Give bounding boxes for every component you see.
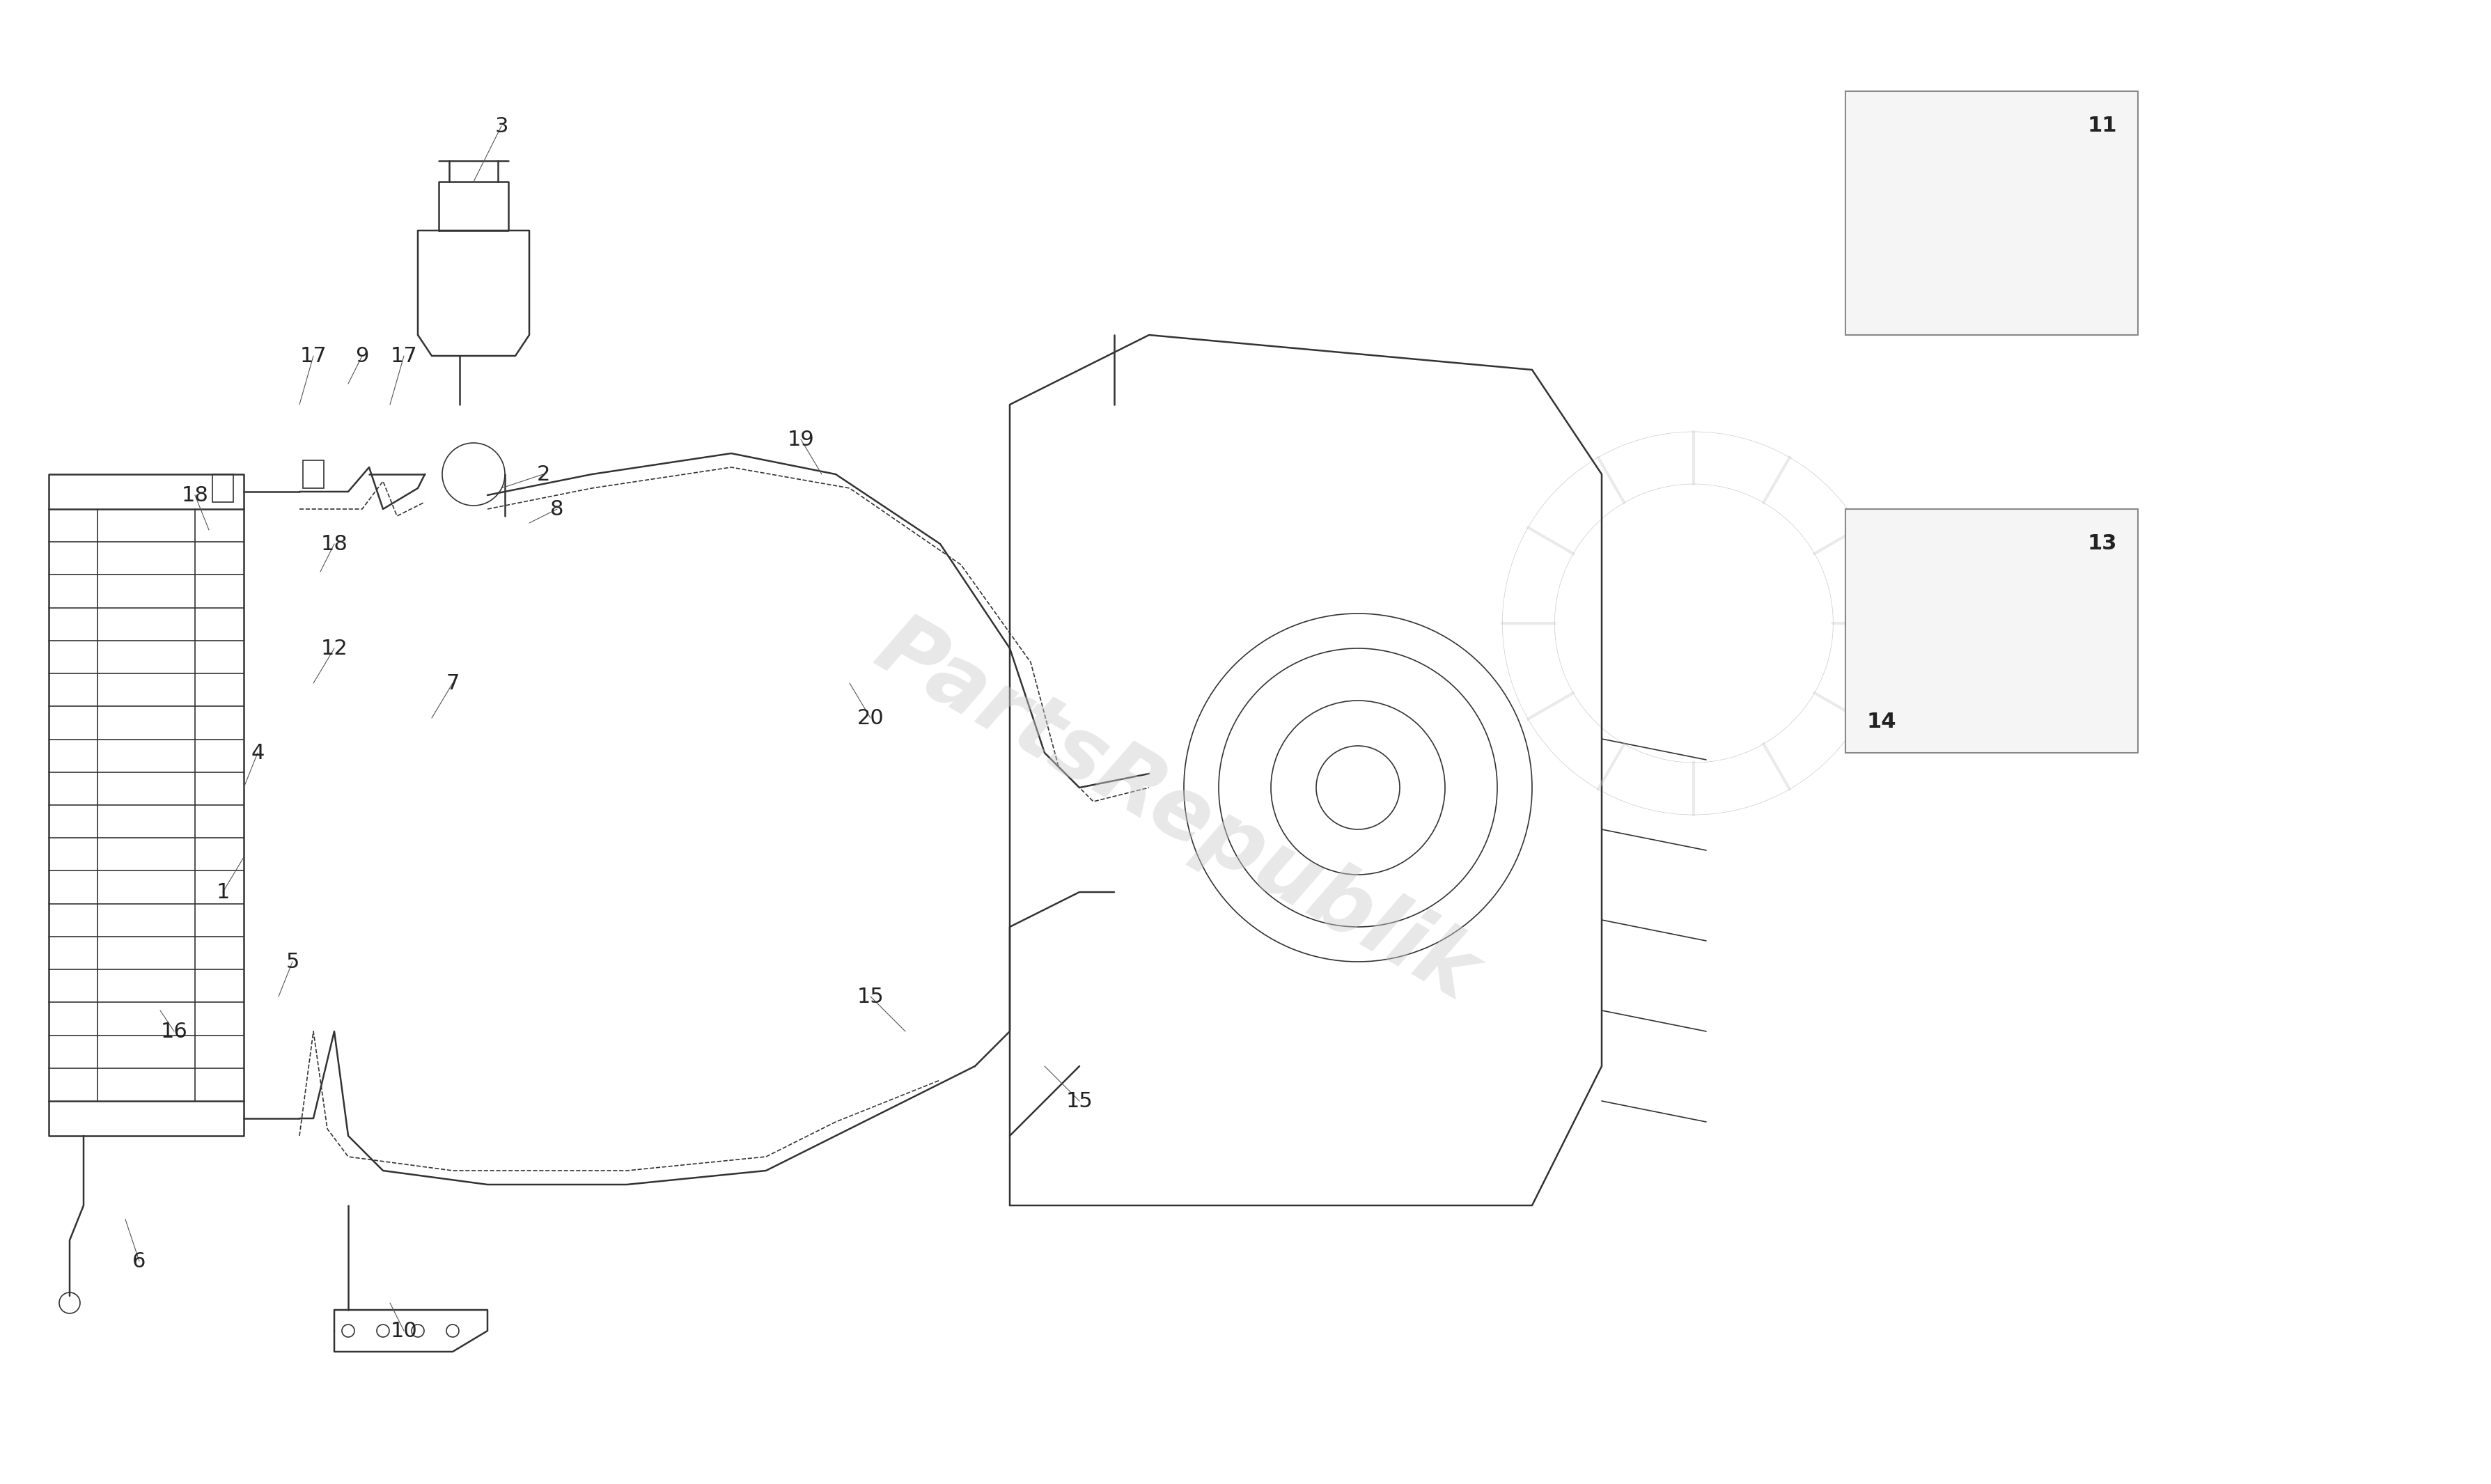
Text: 19: 19 [787,429,815,450]
Text: 1: 1 [217,881,229,902]
Text: 2: 2 [536,464,551,484]
Text: 20: 20 [857,708,884,729]
Text: 13: 13 [2087,533,2117,554]
Text: 14: 14 [1866,712,1896,732]
Text: 5: 5 [286,951,299,972]
Text: 17: 17 [391,346,418,367]
Text: 8: 8 [551,499,563,519]
Text: 9: 9 [356,346,369,367]
Bar [304,460,324,488]
Text: 16: 16 [159,1021,187,1042]
Text: 10: 10 [391,1321,418,1342]
Text: PartsRepublik: PartsRepublik [862,605,1492,1018]
Text: 4: 4 [252,742,264,763]
Text: 17: 17 [299,346,326,367]
Text: 18: 18 [321,534,349,554]
Text: 18: 18 [182,485,209,505]
Text: 15: 15 [1066,1091,1094,1112]
Text: 12: 12 [321,638,349,659]
Bar [212,475,234,502]
Text: 11: 11 [2087,116,2117,137]
Text: 6: 6 [132,1251,147,1272]
Bar [1846,91,2137,335]
Text: 15: 15 [857,987,884,1006]
Bar [1846,509,2137,752]
Bar [50,509,244,1101]
Text: 7: 7 [446,674,458,693]
Text: 3: 3 [496,116,508,137]
